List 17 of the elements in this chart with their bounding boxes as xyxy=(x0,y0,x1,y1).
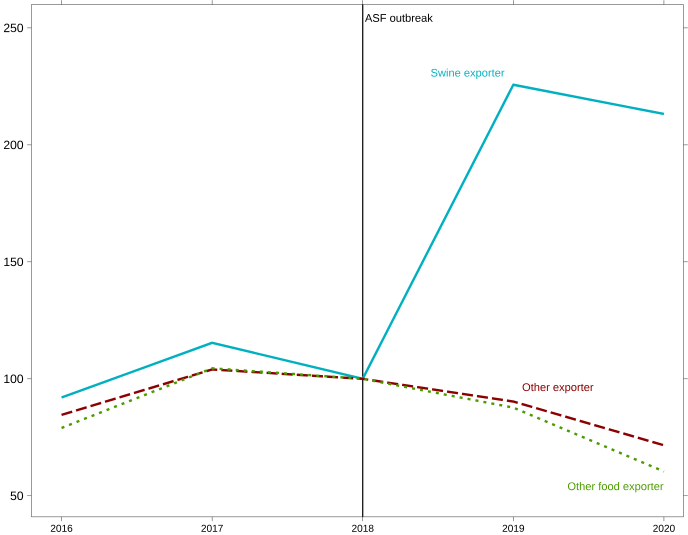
y-tick-label: 200 xyxy=(4,140,24,150)
y-tick-label: 100 xyxy=(4,374,24,383)
x-tick-label: 2016 xyxy=(50,524,72,532)
y-tick-label: 150 xyxy=(4,257,24,266)
series-label: Other food exporter xyxy=(568,482,664,492)
series-label: Swine exporter xyxy=(431,68,504,79)
x-tick-label: 2020 xyxy=(653,524,675,532)
series-label: Other exporter xyxy=(522,382,594,394)
line-series xyxy=(60,366,666,473)
y-tick-label: 50 xyxy=(10,491,24,500)
y-tick-label: 250 xyxy=(4,24,24,32)
x-tick-label: 2017 xyxy=(201,524,223,532)
line-series xyxy=(60,83,666,399)
x-tick-label: 2019 xyxy=(502,524,524,532)
x-tick-label: 2018 xyxy=(352,524,374,532)
ref-line-label: ASF outbreak xyxy=(364,14,433,22)
line-series xyxy=(60,368,666,446)
